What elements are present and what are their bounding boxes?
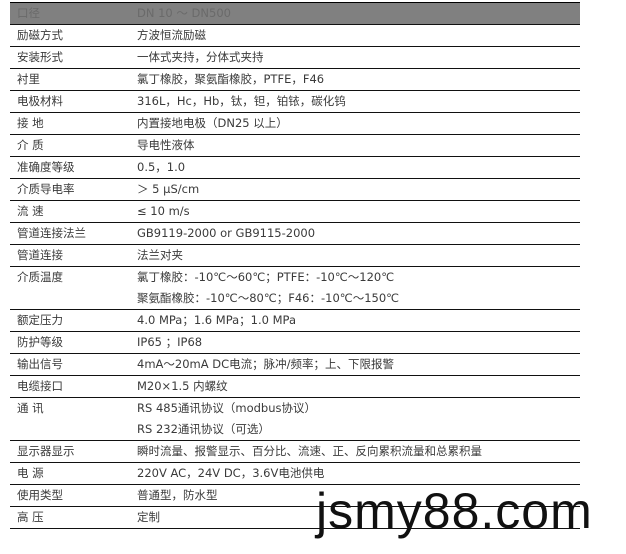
row-value-line: GB9119-2000 or GB9115-2000 xyxy=(137,226,316,240)
table-row: 管道连接 法兰对夹 xyxy=(10,245,580,267)
row-value-line: 氯丁橡胶，聚氨酯橡胶，PTFE，F46 xyxy=(137,72,325,86)
row-value: 方波恒流励磁 xyxy=(137,25,580,46)
row-value: 定制 xyxy=(137,507,580,528)
row-label: 衬里 xyxy=(17,72,40,86)
table-row: 显示器显示 瞬时流量、报警显示、百分比、流速、正、反向累积流量和总累积量 xyxy=(10,441,580,463)
row-value: 导电性液体 xyxy=(137,135,580,156)
row-value-line: 一体式夹持，分体式夹持 xyxy=(137,50,264,64)
spec-table: 口径 DN 10 ～ DN500 励磁方式 方波恒流励磁安装形式 一体式夹持，分体式… xyxy=(10,2,580,529)
header-value: DN 10 ～ DN500 xyxy=(137,6,231,20)
table-row: 通 讯 RS 485通讯协议（modbus协议） RS 232通讯协议（可选） xyxy=(10,398,580,441)
table-row: 额定压力 4.0 MPa；1.6 MPa；1.0 MPa xyxy=(10,310,580,332)
row-value-line: 氯丁橡胶：-10℃～60℃；PTFE：-10℃～120℃ xyxy=(137,270,395,284)
row-label: 额定压力 xyxy=(17,313,63,327)
row-label: 通 讯 xyxy=(17,401,44,415)
table-header-row: 口径 DN 10 ～ DN500 xyxy=(10,3,580,25)
watermark: jsmy88.com xyxy=(316,483,593,539)
row-label: 安装形式 xyxy=(17,50,63,64)
row-value: GB9119-2000 or GB9115-2000 xyxy=(137,223,580,244)
table-row: 电 源 220V AC，24V DC，3.6V电池供电 xyxy=(10,463,580,485)
row-value-line: RS 232通讯协议（可选） xyxy=(137,422,270,436)
table-row: 流 速 ≤ 10 m/s xyxy=(10,201,580,223)
row-value: 0.5，1.0 xyxy=(137,157,580,178)
row-value-line: 普通型，防水型 xyxy=(137,488,218,502)
row-value: 氯丁橡胶：-10℃～60℃；PTFE：-10℃～120℃ 聚氨酯橡胶：-10℃～8… xyxy=(137,267,580,309)
row-value: ＞ 5 μS/cm xyxy=(137,179,580,200)
row-label: 管道连接法兰 xyxy=(17,226,86,240)
row-label: 介质温度 xyxy=(17,270,63,284)
row-label: 高 压 xyxy=(17,510,44,524)
table-row: 接 地 内置接地电极（DN25 以上） xyxy=(10,113,580,135)
row-value-line: 聚氨酯橡胶：-10℃～80℃；F46：-10℃～150℃ xyxy=(137,291,400,305)
table-row: 介质导电率 ＞ 5 μS/cm xyxy=(10,179,580,201)
row-value-line: 方波恒流励磁 xyxy=(137,28,206,42)
row-value-line: M20×1.5 内螺纹 xyxy=(137,379,228,393)
table-row: 介质温度 氯丁橡胶：-10℃～60℃；PTFE：-10℃～120℃ 聚氨酯橡胶：-1… xyxy=(10,267,580,310)
table-row: 防护等级 IP65 ；IP68 xyxy=(10,332,580,354)
row-value: 4mA～20mA DC电流；脉冲/频率；上、下限报警 xyxy=(137,354,580,375)
row-label: 显示器显示 xyxy=(17,444,75,458)
row-label: 接 地 xyxy=(17,116,44,130)
row-value: 瞬时流量、报警显示、百分比、流速、正、反向累积流量和总累积量 xyxy=(137,441,580,462)
row-label: 输出信号 xyxy=(17,357,63,371)
row-value: 氯丁橡胶，聚氨酯橡胶，PTFE，F46 xyxy=(137,69,580,90)
table-row: 安装形式 一体式夹持，分体式夹持 xyxy=(10,47,580,69)
row-value-line: ≤ 10 m/s xyxy=(137,204,190,218)
table-row: 使用类型 普通型，防水型 xyxy=(10,485,580,507)
row-label: 使用类型 xyxy=(17,488,63,502)
table-row: 介 质 导电性液体 xyxy=(10,135,580,157)
row-label: 介 质 xyxy=(17,138,44,152)
row-value: 220V AC，24V DC，3.6V电池供电 xyxy=(137,463,580,484)
row-value-line: 220V AC，24V DC，3.6V电池供电 xyxy=(137,466,325,480)
row-value: 法兰对夹 xyxy=(137,245,580,266)
table-row: 衬里 氯丁橡胶，聚氨酯橡胶，PTFE，F46 xyxy=(10,69,580,91)
row-value-line: 0.5，1.0 xyxy=(137,160,186,174)
row-label: 介质导电率 xyxy=(17,182,75,196)
table-row: 高 压 定制 xyxy=(10,507,580,529)
row-label: 电缆接口 xyxy=(17,379,63,393)
row-value: M20×1.5 内螺纹 xyxy=(137,376,580,397)
row-value: RS 485通讯协议（modbus协议） RS 232通讯协议（可选） xyxy=(137,398,580,440)
row-value-line: 内置接地电极（DN25 以上） xyxy=(137,116,288,130)
row-value-line: 法兰对夹 xyxy=(137,248,183,262)
table-row: 励磁方式 方波恒流励磁 xyxy=(10,25,580,47)
row-value-line: 316L，Hc，Hb，钛，钽，铂铱，碳化钨 xyxy=(137,94,346,108)
header-label: 口径 xyxy=(17,6,40,20)
row-value: 一体式夹持，分体式夹持 xyxy=(137,47,580,68)
row-label: 管道连接 xyxy=(17,248,63,262)
table-row: 电缆接口 M20×1.5 内螺纹 xyxy=(10,376,580,398)
row-value-line: 导电性液体 xyxy=(137,138,195,152)
row-value: 316L，Hc，Hb，钛，钽，铂铱，碳化钨 xyxy=(137,91,580,112)
row-label: 准确度等级 xyxy=(17,160,75,174)
row-value-line: 定制 xyxy=(137,510,160,524)
table-row: 管道连接法兰 GB9119-2000 or GB9115-2000 xyxy=(10,223,580,245)
table-row: 电极材料 316L，Hc，Hb，钛，钽，铂铱，碳化钨 xyxy=(10,91,580,113)
row-label: 防护等级 xyxy=(17,335,63,349)
table-row: 准确度等级 0.5，1.0 xyxy=(10,157,580,179)
row-label: 电极材料 xyxy=(17,94,63,108)
row-value: 内置接地电极（DN25 以上） xyxy=(137,113,580,134)
row-value-line: RS 485通讯协议（modbus协议） xyxy=(137,401,317,415)
row-value-line: 瞬时流量、报警显示、百分比、流速、正、反向累积流量和总累积量 xyxy=(137,444,482,458)
table-row: 输出信号 4mA～20mA DC电流；脉冲/频率；上、下限报警 xyxy=(10,354,580,376)
row-value: 4.0 MPa；1.6 MPa；1.0 MPa xyxy=(137,310,580,331)
row-label: 电 源 xyxy=(17,466,44,480)
row-value: IP65 ；IP68 xyxy=(137,332,580,353)
row-value-line: ＞ 5 μS/cm xyxy=(137,182,200,196)
row-value-line: 4.0 MPa；1.6 MPa；1.0 MPa xyxy=(137,313,296,327)
row-value: ≤ 10 m/s xyxy=(137,201,580,222)
row-value: 普通型，防水型 xyxy=(137,485,580,506)
row-label: 流 速 xyxy=(17,204,44,218)
row-value-line: IP65 ；IP68 xyxy=(137,335,203,349)
row-label: 励磁方式 xyxy=(17,28,63,42)
row-value-line: 4mA～20mA DC电流；脉冲/频率；上、下限报警 xyxy=(137,357,395,371)
